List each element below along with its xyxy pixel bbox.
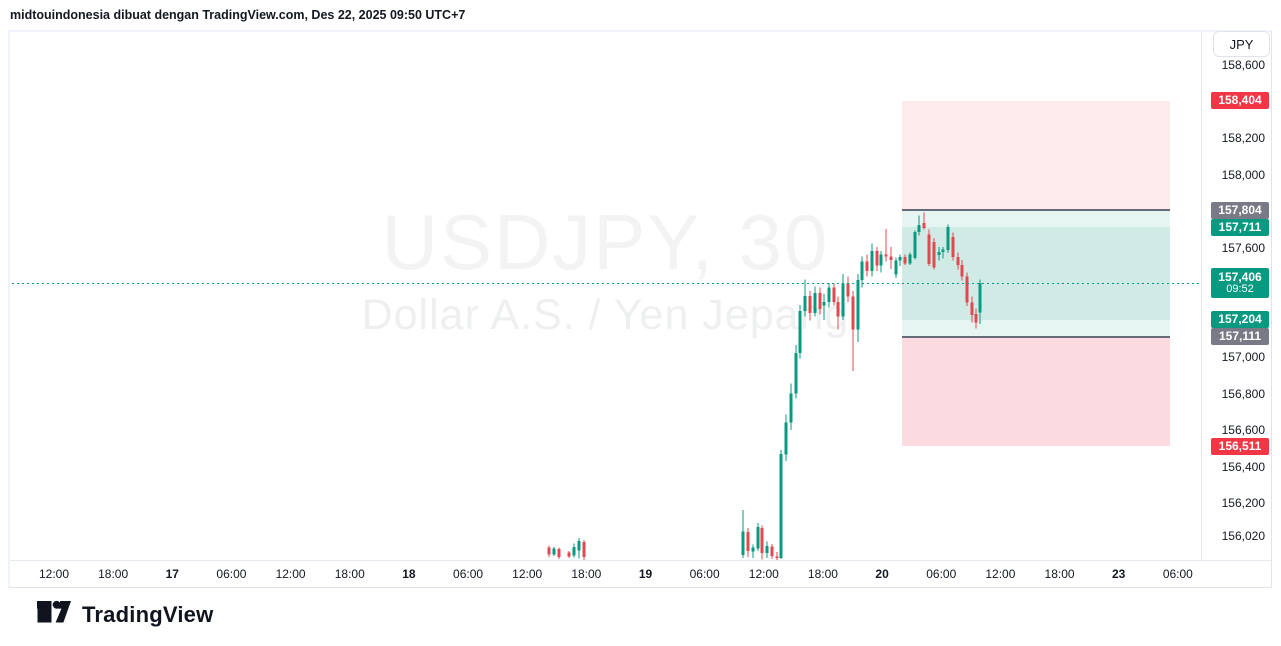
time-axis-label: 06:00 <box>216 567 247 581</box>
last-price-line <box>12 282 1199 284</box>
tradingview-logo-text: TradingView <box>82 602 214 627</box>
tradingview-logo-icon <box>37 600 71 623</box>
currency-toggle-label: JPY <box>1229 36 1254 52</box>
price-badge-value: 157,406 <box>1218 269 1262 284</box>
price-badge: 157,204 <box>1211 311 1269 329</box>
time-axis-label: 20 <box>875 567 889 581</box>
time-axis-label: 12:00 <box>985 567 1016 581</box>
chart-pane[interactable]: USDJPY, 30 Dollar A.S. / Yen Jepang <box>10 32 1201 560</box>
price-axis-separator <box>1201 32 1202 560</box>
price-badge: 157,711 <box>1211 218 1269 236</box>
time-axis-label: 12:00 <box>38 567 70 581</box>
price-axis[interactable]: 158,600 158,200 158,000 157,600 157,000 156,8… <box>1202 32 1271 560</box>
position-zone-upper-stop-zone[interactable] <box>902 100 1170 211</box>
price-axis-label: 156,020 <box>1221 528 1265 543</box>
time-axis-label: 06:00 <box>1162 567 1193 581</box>
time-axis-label: 18:00 <box>1044 567 1075 581</box>
position-zone-lower-profit-zone[interactable] <box>902 319 1170 337</box>
price-axis-label: 156,800 <box>1221 386 1265 401</box>
price-axis-label: 156,600 <box>1221 423 1265 437</box>
price-badge: 157,804 <box>1211 201 1269 219</box>
price-badge: 157,111 <box>1211 328 1269 346</box>
time-axis-label: 19 <box>638 567 653 581</box>
price-axis-label: 156,400 <box>1221 459 1265 474</box>
time-axis-label: 17 <box>165 567 179 581</box>
time-axis-label: 06:00 <box>689 567 720 581</box>
position-level-line[interactable] <box>902 335 1170 338</box>
price-axis-label: 158,200 <box>1221 131 1265 145</box>
time-axis[interactable]: 12:00 18:00 17 06:00 12:00 18:00 18 06:00 12:00 1… <box>10 561 1271 587</box>
time-axis-label: 06:00 <box>453 567 484 581</box>
price-badge: 157,406 09:52 <box>1211 267 1269 298</box>
price-axis-label: 157,000 <box>1221 350 1265 364</box>
chart-frame: USDJPY, 30 Dollar A.S. / Yen Jepang 158,… <box>8 30 1272 588</box>
time-axis-label: 18 <box>402 567 416 581</box>
price-badge: 158,404 <box>1211 92 1269 110</box>
price-badge-countdown: 09:52 <box>1226 282 1254 295</box>
time-axis-label: 23 <box>1112 567 1126 581</box>
price-axis-label: 157,600 <box>1221 240 1265 255</box>
time-axis-label: 06:00 <box>926 567 957 581</box>
time-axis-label: 18:00 <box>571 567 602 581</box>
time-axis-label: 18:00 <box>98 567 129 581</box>
position-zone-lower-stop-zone[interactable] <box>902 336 1170 447</box>
price-axis-label: 156,200 <box>1221 496 1265 510</box>
time-axis-label: 18:00 <box>807 567 838 581</box>
time-axis-label: 12:00 <box>748 567 779 581</box>
position-zone-upper-profit-zone[interactable] <box>902 210 1170 228</box>
position-level-line[interactable] <box>902 209 1170 212</box>
tradingview-logo[interactable]: TradingView <box>36 600 213 630</box>
time-axis-separator <box>10 560 1271 561</box>
price-axis-label: 158,600 <box>1221 58 1265 72</box>
snapshot-attribution: midtouindonesia dibuat dengan TradingVie… <box>10 8 466 22</box>
candlestick-series <box>547 212 982 560</box>
time-axis-label: 18:00 <box>334 567 365 581</box>
time-axis-label: 12:00 <box>512 567 543 581</box>
time-axis-label: 12:00 <box>275 567 306 581</box>
price-badge: 156,511 <box>1211 437 1269 455</box>
currency-toggle-button[interactable]: JPY <box>1213 31 1270 57</box>
price-axis-label: 158,000 <box>1221 167 1265 182</box>
